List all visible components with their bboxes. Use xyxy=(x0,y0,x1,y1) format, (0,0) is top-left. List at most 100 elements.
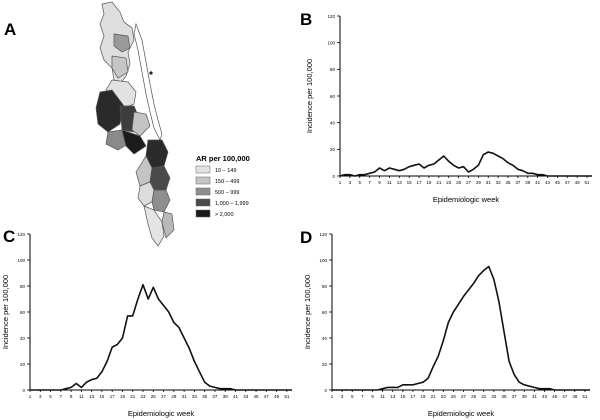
map-region-central-3 xyxy=(105,129,129,151)
x-tick-label: 49 xyxy=(575,180,581,185)
map-island-dot xyxy=(149,71,153,75)
x-tick-label: 15 xyxy=(407,180,413,185)
y-tick-label: 60 xyxy=(20,310,26,315)
y-axis-label: Incidence per 100,000 xyxy=(303,275,312,349)
x-tick-label: 13 xyxy=(397,180,403,185)
x-tick-label: 9 xyxy=(371,394,374,399)
x-tick-label: 21 xyxy=(130,394,136,399)
y-tick-label: 100 xyxy=(319,258,327,263)
x-tick-label: 23 xyxy=(141,394,147,399)
x-tick-label: 37 xyxy=(512,394,518,399)
y-axis-label: Incidence per 100,000 xyxy=(305,59,314,133)
legend-swatch-5 xyxy=(195,209,211,218)
x-tick-label: 29 xyxy=(471,394,477,399)
x-tick-label: 17 xyxy=(110,394,116,399)
x-tick-label: 39 xyxy=(525,180,531,185)
y-tick-label: 120 xyxy=(17,232,25,237)
map-legend-title: AR per 100,000 xyxy=(196,154,250,163)
x-tick-label: 1 xyxy=(331,394,334,399)
x-axis-label: Epidemiologic week xyxy=(433,195,500,204)
x-tick-label: 45 xyxy=(555,180,561,185)
x-tick-label: 23 xyxy=(441,394,447,399)
x-tick-label: 13 xyxy=(390,394,396,399)
x-tick-label: 27 xyxy=(461,394,467,399)
x-tick-label: 31 xyxy=(486,180,492,185)
x-tick-label: 17 xyxy=(417,180,423,185)
y-tick-label: 80 xyxy=(20,284,26,289)
x-tick-label: 39 xyxy=(522,394,528,399)
x-tick-label: 25 xyxy=(451,394,457,399)
x-tick-label: 3 xyxy=(39,394,42,399)
x-tick-label: 25 xyxy=(456,180,462,185)
x-tick-label: 11 xyxy=(380,394,385,399)
x-tick-label: 15 xyxy=(99,394,105,399)
map-region-south-4 xyxy=(137,181,155,207)
panel-label-a: A xyxy=(4,20,17,39)
map-regions xyxy=(95,1,175,247)
panel-label-d: D xyxy=(300,228,313,247)
map-legend: AR per 100,000 10 – 149 150 – 499 500 – … xyxy=(195,154,250,218)
x-tick-label: 37 xyxy=(212,394,218,399)
x-tick-label: 13 xyxy=(89,394,95,399)
x-tick-label: 1 xyxy=(339,180,342,185)
x-tick-label: 19 xyxy=(120,394,126,399)
legend-swatch-2 xyxy=(195,176,211,185)
x-tick-label: 17 xyxy=(410,394,416,399)
x-tick-label: 45 xyxy=(552,394,558,399)
x-tick-label: 19 xyxy=(426,180,432,185)
x-tick-label: 7 xyxy=(368,180,371,185)
x-tick-label: 51 xyxy=(284,394,290,399)
y-tick-label: 40 xyxy=(20,336,26,341)
series-line xyxy=(339,151,592,177)
map-region-south-1 xyxy=(145,139,169,169)
x-axis-label: Epidemiologic week xyxy=(128,409,195,418)
x-tick-label: 5 xyxy=(49,394,52,399)
x-tick-label: 41 xyxy=(532,394,538,399)
y-tick-label: 100 xyxy=(17,258,25,263)
y-tick-label: 40 xyxy=(330,120,336,125)
y-tick-label: 0 xyxy=(332,174,335,179)
map-region-north xyxy=(99,1,135,85)
x-tick-label: 27 xyxy=(466,180,472,185)
legend-swatch-4 xyxy=(195,198,211,207)
x-axis-label: Epidemiologic week xyxy=(428,409,495,418)
y-tick-label: 60 xyxy=(322,310,328,315)
x-tick-label: 29 xyxy=(171,394,177,399)
legend-label-1: 10 – 149 xyxy=(215,168,236,174)
x-tick-label: 49 xyxy=(572,394,578,399)
legend-swatch-3 xyxy=(195,187,211,196)
x-tick-label: 3 xyxy=(349,180,352,185)
x-tick-label: 33 xyxy=(192,394,198,399)
map-region-central-4 xyxy=(131,111,151,137)
x-tick-label: 35 xyxy=(501,394,507,399)
x-tick-label: 29 xyxy=(476,180,482,185)
x-tick-label: 43 xyxy=(545,180,551,185)
x-tick-label: 11 xyxy=(387,180,392,185)
panel-label-b: B xyxy=(300,10,313,29)
y-tick-label: 120 xyxy=(319,232,327,237)
x-tick-label: 35 xyxy=(202,394,208,399)
map-lake xyxy=(133,22,163,141)
x-tick-label: 51 xyxy=(582,394,588,399)
y-tick-label: 60 xyxy=(330,94,336,99)
x-tick-label: 15 xyxy=(400,394,406,399)
series-line xyxy=(332,265,590,391)
y-tick-label: 0 xyxy=(22,388,25,393)
x-tick-label: 51 xyxy=(585,180,591,185)
map-region-south-2 xyxy=(135,155,153,187)
x-tick-label: 21 xyxy=(431,394,437,399)
x-tick-label: 33 xyxy=(491,394,497,399)
x-tick-label: 47 xyxy=(264,394,270,399)
y-axis-label: Incidence per 100,000 xyxy=(1,275,10,349)
y-tick-label: 0 xyxy=(324,388,327,393)
x-tick-label: 31 xyxy=(481,394,487,399)
x-tick-label: 47 xyxy=(565,180,571,185)
y-tick-label: 40 xyxy=(322,336,328,341)
x-tick-label: 43 xyxy=(542,394,548,399)
x-tick-label: 9 xyxy=(70,394,73,399)
x-tick-label: 23 xyxy=(446,180,452,185)
legend-label-5: > 2,000 xyxy=(215,212,234,218)
